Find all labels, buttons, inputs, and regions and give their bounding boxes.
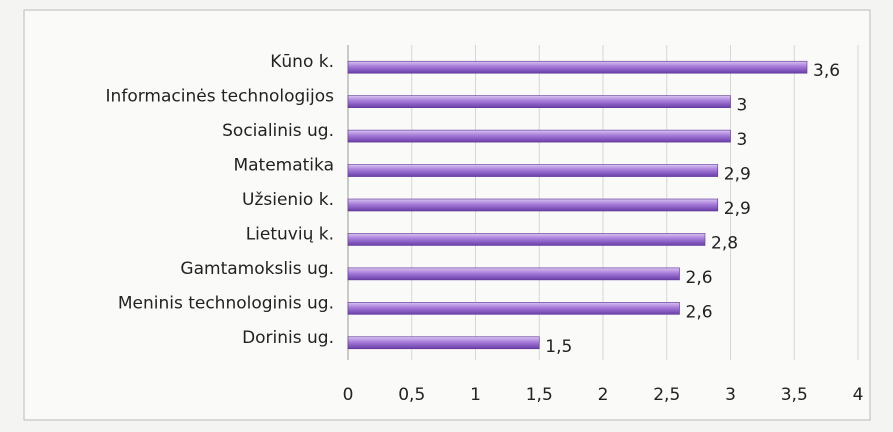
y-tick-label: Užsienio k. xyxy=(242,190,334,210)
bar xyxy=(347,267,680,281)
x-tick-label: 1,5 xyxy=(526,385,553,405)
bar xyxy=(347,164,719,177)
x-tick-label: 2,5 xyxy=(653,385,680,405)
y-tick-label: Matematika xyxy=(233,156,334,176)
data-label: 2,9 xyxy=(724,165,751,185)
x-tick-label: 3 xyxy=(725,385,736,405)
data-label: 3 xyxy=(737,96,748,116)
y-tick-label: Informacinės technologijos xyxy=(106,87,335,107)
y-tick-label: Gamtamokslis ug. xyxy=(180,259,334,279)
x-tick-label: 2 xyxy=(598,385,609,405)
data-label: 2,9 xyxy=(724,199,751,219)
data-label: 2,6 xyxy=(686,302,713,322)
data-label: 1,5 xyxy=(545,337,572,357)
bar xyxy=(347,233,706,246)
x-tick-label: 3,5 xyxy=(781,385,808,405)
y-tick-label: Dorinis ug. xyxy=(242,328,334,348)
data-label: 2,6 xyxy=(686,268,713,288)
bar xyxy=(347,336,540,350)
x-tick-label: 0,5 xyxy=(398,385,425,405)
y-tick-label: Socialinis ug. xyxy=(222,121,334,141)
data-label: 3 xyxy=(737,130,748,150)
data-label: 2,8 xyxy=(711,233,738,253)
bar xyxy=(347,302,680,315)
y-tick-label: Lietuvių k. xyxy=(246,224,334,244)
bar xyxy=(347,198,719,212)
y-tick-label: Kūno k. xyxy=(270,52,334,72)
bar xyxy=(347,95,731,108)
chart-frame xyxy=(23,9,871,421)
bar xyxy=(347,129,731,143)
x-tick-label: 1 xyxy=(470,385,481,405)
bar xyxy=(347,60,808,74)
y-tick-label: Meninis technologinis ug. xyxy=(118,293,334,313)
data-label: 3,6 xyxy=(813,61,840,81)
x-tick-label: 4 xyxy=(853,385,864,405)
x-tick-label: 0 xyxy=(343,385,354,405)
